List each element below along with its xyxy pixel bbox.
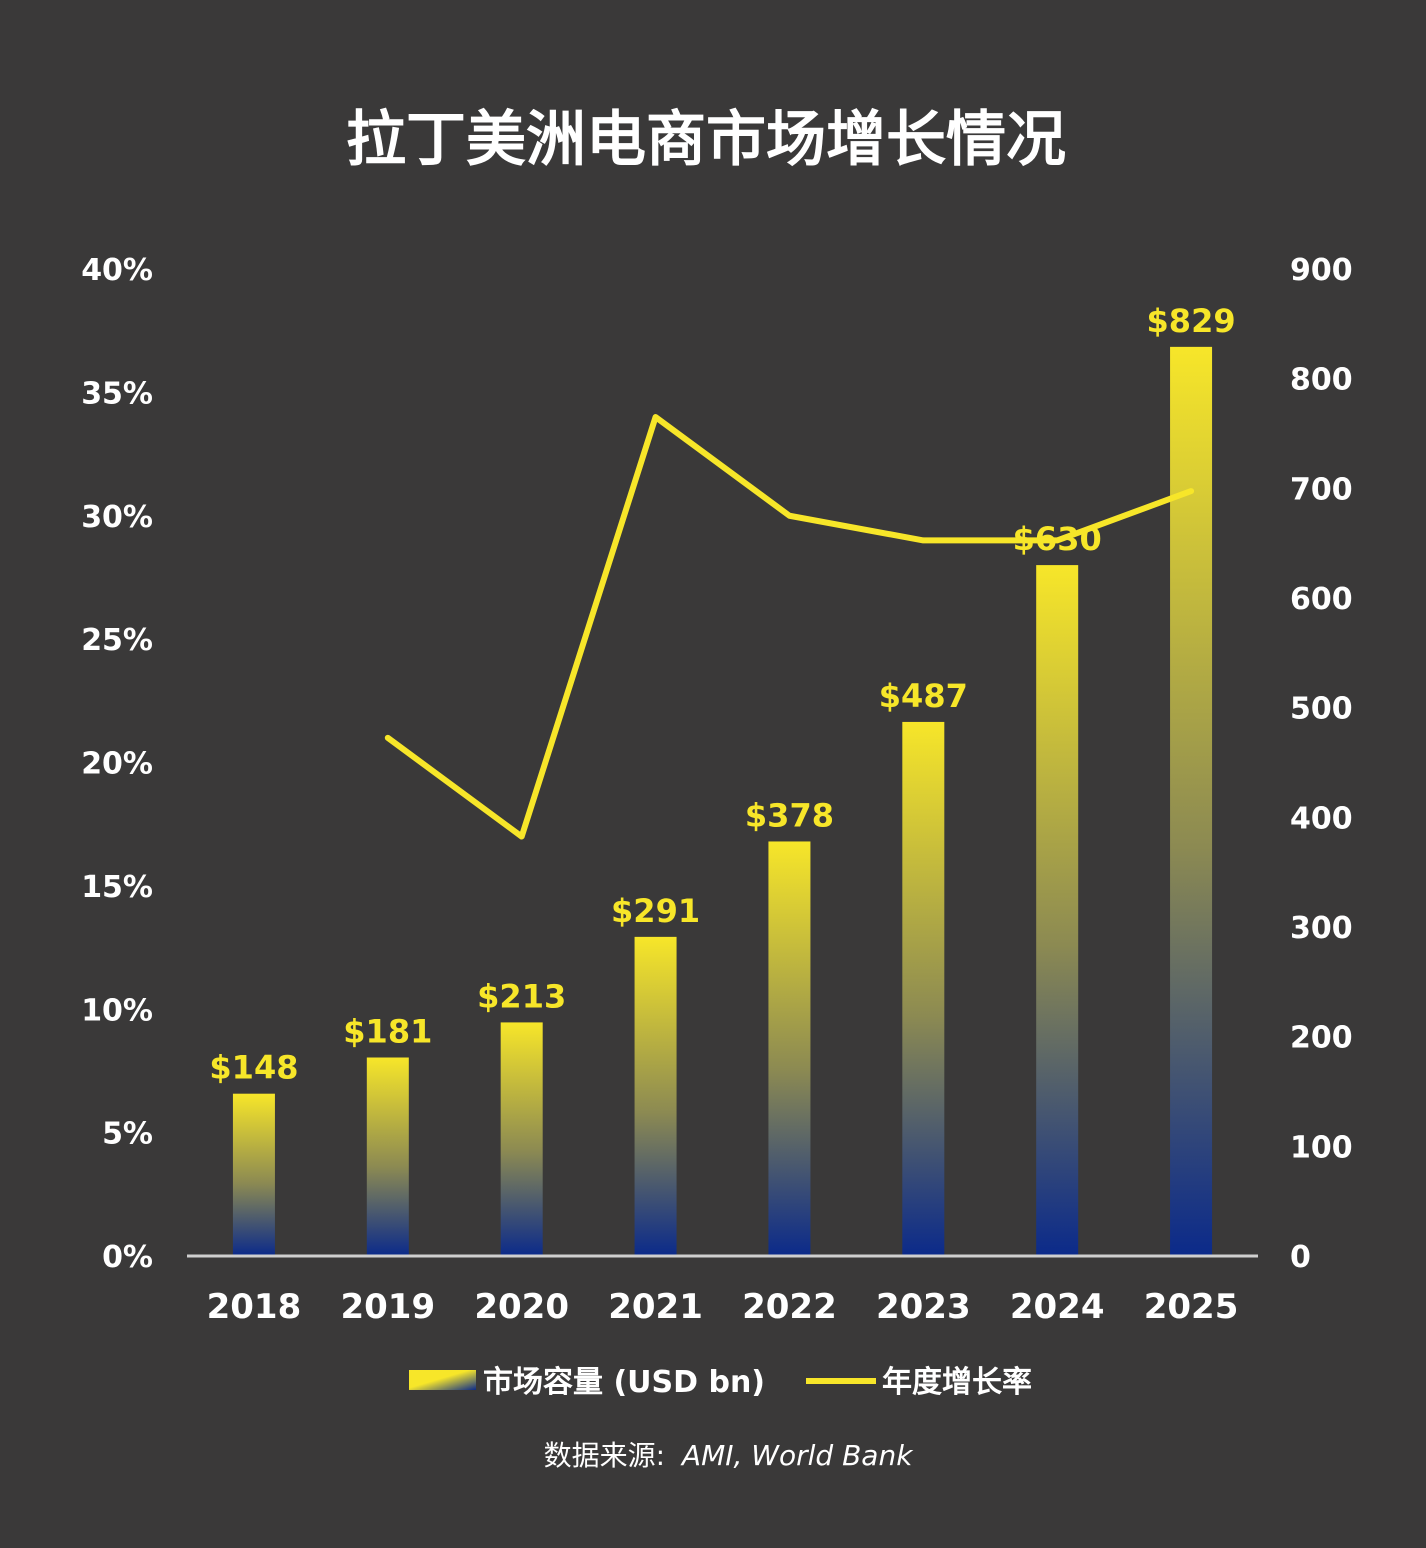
bar <box>1170 346 1213 1256</box>
bar-data-labels: $148 $181 $213 $291 $378 $487 $630 $829 <box>209 302 1235 1087</box>
x-tick-label: 2024 <box>1010 1287 1105 1327</box>
growth-line-series <box>384 414 1195 840</box>
bar-data-label: $378 <box>745 796 834 834</box>
left-tick-label: 10% <box>81 993 153 1028</box>
x-tick-label: 2023 <box>876 1287 971 1327</box>
right-tick-label: 100 <box>1290 1130 1353 1165</box>
legend-bar-label: 市场容量 (USD bn) <box>483 1365 765 1400</box>
right-tick-label: 700 <box>1290 472 1353 507</box>
right-tick-label: 500 <box>1290 692 1353 727</box>
right-tick-label: 800 <box>1290 363 1353 398</box>
right-tick-label: 900 <box>1290 253 1353 288</box>
bar <box>366 1057 409 1256</box>
right-tick-label: 300 <box>1290 911 1353 946</box>
chart-title: 拉丁美洲电商市场增长情况 <box>346 105 1066 175</box>
right-tick-label: 400 <box>1290 801 1353 836</box>
source-text: AMI, World Bank <box>680 1439 914 1472</box>
bar <box>232 1093 275 1256</box>
left-tick-label: 25% <box>81 623 153 658</box>
right-tick-label: 0 <box>1290 1240 1311 1275</box>
left-tick-label: 40% <box>81 253 153 288</box>
left-tick-label: 20% <box>81 747 153 782</box>
bar-data-label: $181 <box>343 1013 432 1051</box>
bar-data-label: $148 <box>209 1049 298 1087</box>
left-axis: 0% 5% 10% 15% 20% 25% 30% 35% 40% <box>81 253 153 1275</box>
x-tick-label: 2018 <box>207 1287 302 1327</box>
right-tick-label: 600 <box>1290 582 1353 617</box>
left-tick-label: 5% <box>102 1117 153 1152</box>
bar <box>1036 565 1079 1256</box>
legend-bar-swatch <box>409 1370 476 1390</box>
source-note: 数据来源: AMI, World Bank <box>544 1439 915 1472</box>
bar-data-label: $630 <box>1013 520 1102 558</box>
x-tick-label: 2021 <box>608 1287 703 1327</box>
x-tick-label: 2020 <box>474 1287 569 1327</box>
source-prefix: 数据来源: <box>544 1439 665 1472</box>
bar <box>768 841 811 1256</box>
bar-data-label: $291 <box>611 892 700 930</box>
legend: 市场容量 (USD bn) 年度增长率 <box>409 1365 1032 1400</box>
left-tick-label: 0% <box>102 1240 153 1275</box>
bar-series <box>232 346 1213 1256</box>
bar <box>902 721 945 1256</box>
bar-data-label: $213 <box>477 977 566 1015</box>
left-tick-label: 35% <box>81 376 153 411</box>
x-tick-label: 2019 <box>340 1287 435 1327</box>
bar <box>500 1022 543 1256</box>
left-tick-label: 30% <box>81 500 153 535</box>
x-tick-label: 2022 <box>742 1287 837 1327</box>
x-tick-label: 2025 <box>1144 1287 1239 1327</box>
x-axis: 2018 2019 2020 2021 2022 2023 2024 2025 <box>207 1287 1239 1327</box>
right-axis: 0 100 200 300 400 500 600 700 800 900 <box>1290 253 1353 1275</box>
bar-data-label: $829 <box>1147 302 1236 340</box>
bar <box>634 936 677 1256</box>
bar-data-label: $487 <box>879 677 968 715</box>
left-tick-label: 15% <box>81 870 153 905</box>
legend-line-label: 年度增长率 <box>882 1365 1032 1400</box>
right-tick-label: 200 <box>1290 1021 1353 1056</box>
